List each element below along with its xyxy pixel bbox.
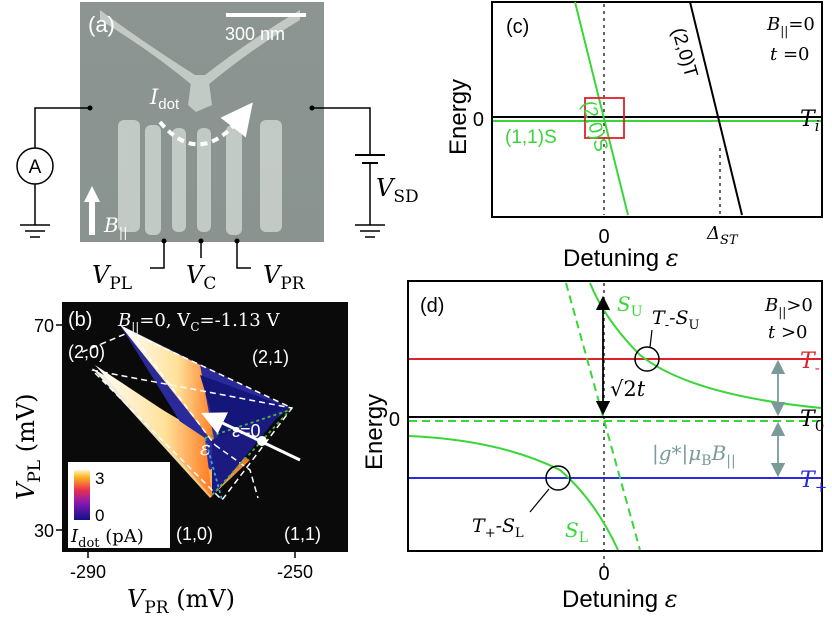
panel-c-cond2: t =0 — [770, 44, 810, 65]
label-t-minus: T- — [800, 349, 820, 377]
triangle-upper-hot — [120, 325, 215, 445]
state-10: (1,0) — [176, 524, 213, 544]
panel-c-frame — [491, 1, 823, 218]
panel-d: (d) SU SL T--SU T+-SL √2t B||>0 t >0 |g*… — [361, 280, 827, 613]
field-label: B|| — [103, 213, 127, 241]
line-t20 — [689, 1, 743, 216]
triangle-outlines — [81, 331, 294, 502]
panel-b-ylabel: VPL (mV) — [12, 393, 45, 500]
label-cross-lower: T+-SL — [472, 515, 524, 541]
label-ti: Ti — [800, 107, 820, 135]
current-arrow — [158, 102, 253, 147]
label-s11: (1,1)S — [505, 127, 557, 148]
line-s20-dashed — [565, 282, 641, 551]
panel-c-cond1: B||=0 — [766, 14, 815, 38]
label-gap: √2t — [610, 377, 646, 401]
gate-leads — [150, 241, 251, 269]
scale-bar-label: 300 nm — [225, 24, 285, 44]
ammeter-label: A — [29, 157, 42, 178]
panel-d-xlabel: Detuning ε — [562, 585, 678, 613]
ytick-30: 30 — [34, 521, 54, 541]
gate-electrodes — [100, 10, 300, 235]
panel-d-cond2: t >0 — [768, 322, 808, 343]
panel-b: ε ε=0 (b) B||=0, VC=-1.13 V (2,0) (2,1) … — [12, 302, 348, 618]
eps-zero-label: ε=0 — [232, 421, 261, 441]
crossing-lower — [545, 465, 571, 491]
panel-d-cond1: B||>0 — [764, 295, 813, 319]
detuning-axis-arrow — [201, 412, 301, 462]
zoom-box — [584, 97, 625, 139]
label-t-plus: T+ — [800, 468, 827, 496]
line-s20 — [574, 1, 629, 216]
crossing-upper — [634, 346, 660, 372]
xtick-290: -290 — [70, 562, 106, 582]
colorbar — [74, 470, 90, 520]
panel-c: (c) (2,0)S (2,0)T (1,1)S B||=0 t =0 Ti 0… — [445, 1, 823, 272]
state-11: (1,1) — [284, 524, 321, 544]
eps-label: ε — [200, 436, 211, 460]
panel-b-xlabel: VPR (mV) — [127, 585, 235, 618]
label-sl: SL — [565, 518, 588, 546]
ytick-70: 70 — [34, 316, 54, 336]
panel-d-zero-x: 0 — [598, 563, 609, 585]
panel-c-zero-x: 0 — [598, 226, 609, 248]
panel-a-label: (a) — [88, 12, 115, 37]
colorbar-min: 0 — [95, 506, 104, 525]
state-21: (2,1) — [252, 347, 289, 367]
panel-c-zero-y: 0 — [473, 109, 484, 131]
panel-d-zero-y: 0 — [389, 409, 400, 431]
bias-circuit — [312, 107, 385, 238]
panel-d-ylabel: Energy — [361, 394, 388, 470]
gate-label-c: VC — [186, 261, 216, 294]
panel-a: (a) 300 nm Idot B|| A — [16, 2, 419, 294]
label-t20: (2,0)T — [667, 26, 701, 81]
label-su: SU — [617, 292, 643, 320]
curve-sl — [408, 435, 619, 551]
current-label: Idot — [149, 85, 180, 113]
panel-b-label: (b) — [68, 309, 92, 331]
panel-b-condition: B||=0, VC=-1.13 V — [117, 310, 280, 334]
gate-label-pr: VPR — [263, 261, 306, 294]
colorbar-max: 3 — [95, 469, 104, 488]
bias-label: VSD — [376, 174, 419, 207]
label-cross-upper: T--SU — [652, 307, 700, 333]
panel-c-label: (c) — [506, 16, 529, 38]
eps-zero-point — [257, 436, 267, 446]
state-20: (2,0) — [68, 342, 105, 362]
gate-label-pl: VPL — [92, 261, 132, 294]
label-t-zero: T0 — [800, 407, 824, 435]
xtick-250: -250 — [277, 562, 313, 582]
panel-c-xlabel: Detuning ε — [563, 244, 679, 272]
label-zeeman: |g*|μBB|| — [652, 441, 736, 469]
colorbar-label: Idot (pA) — [70, 526, 144, 551]
ammeter-circuit — [16, 107, 90, 238]
panel-c-ylabel: Energy — [445, 79, 472, 155]
panel-d-label: (d) — [420, 295, 444, 317]
panel-d-frame — [407, 280, 823, 552]
panel-c-delta-st: ΔST — [706, 223, 739, 248]
